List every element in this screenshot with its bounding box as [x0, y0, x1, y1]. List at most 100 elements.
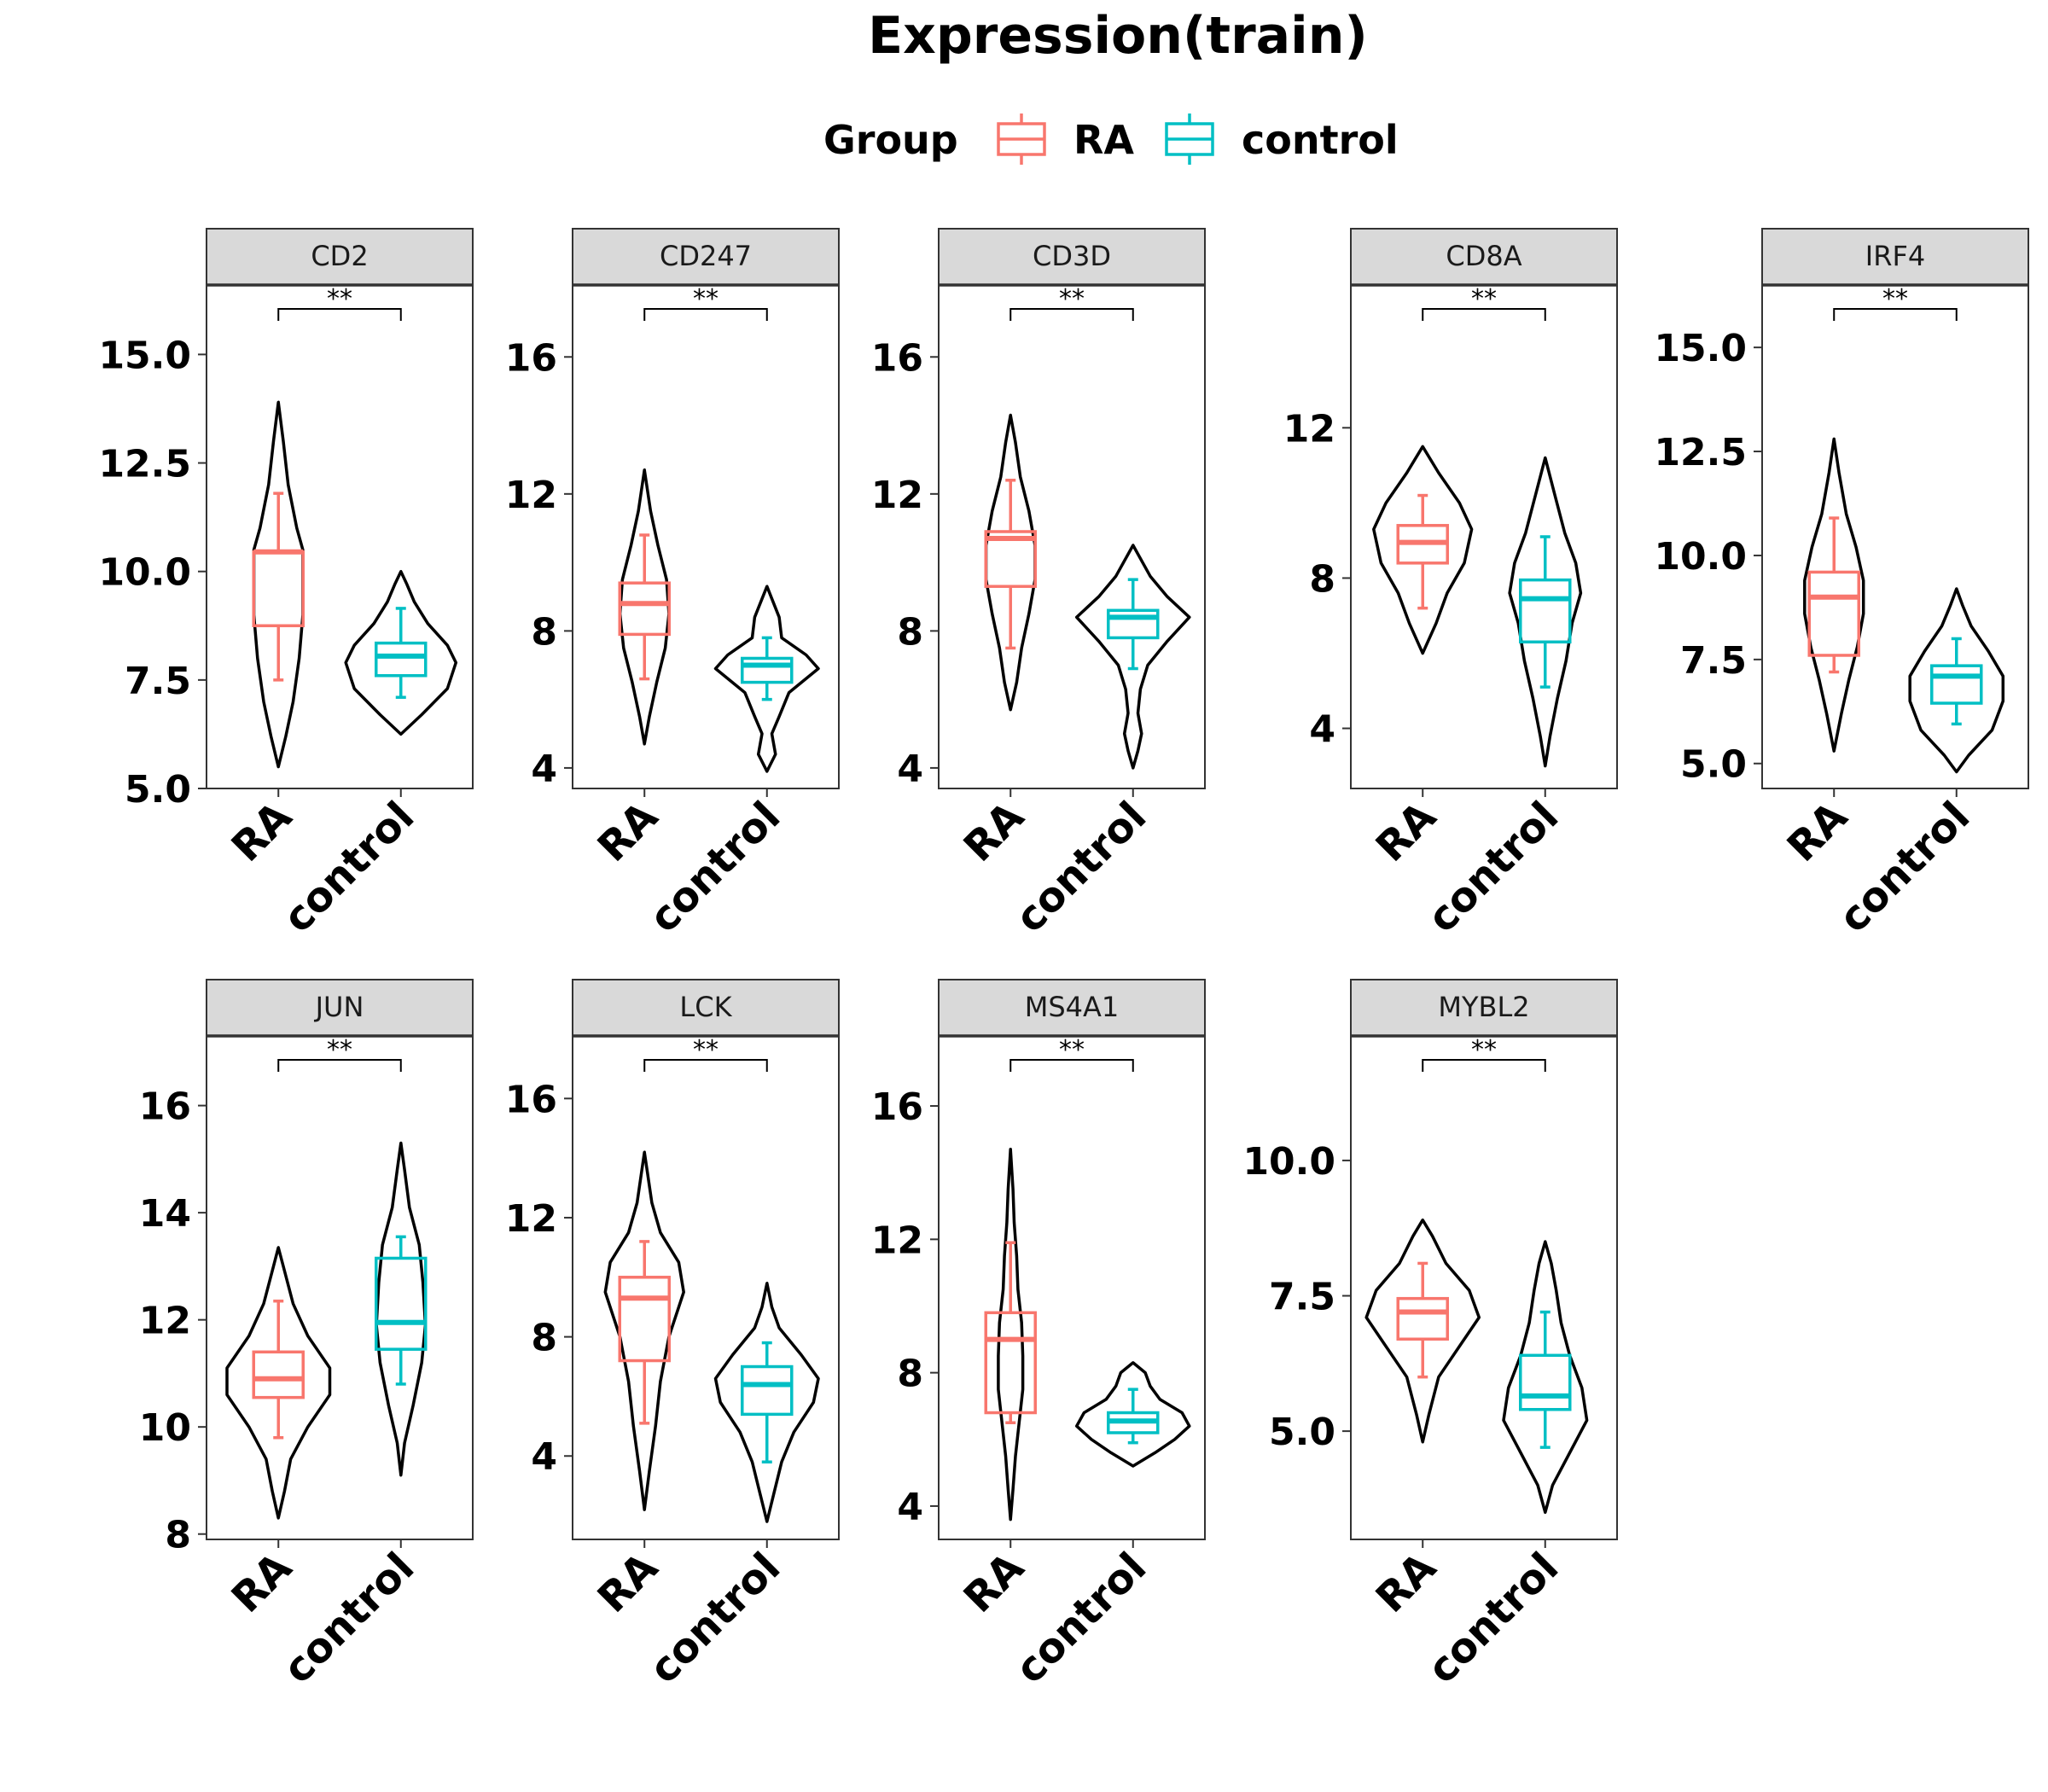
- facet-label-cd3d: CD3D: [1033, 240, 1111, 272]
- significance-label: **: [1059, 284, 1085, 314]
- y-tick-label: 12.5: [98, 443, 191, 486]
- facet-strip: [1350, 979, 1618, 1037]
- significance-bracket: [1422, 1059, 1546, 1072]
- significance-label: **: [327, 1035, 352, 1065]
- y-tick-label: 12: [871, 1219, 923, 1262]
- y-tick-label: 4: [531, 1435, 557, 1479]
- panel-border: [206, 1035, 474, 1540]
- y-tick-label: 7.5: [125, 660, 191, 703]
- violin-ra: [1364, 1218, 1481, 1444]
- y-tick-label: 8: [531, 1317, 557, 1360]
- facet-label-cd8a: CD8A: [1446, 240, 1521, 272]
- significance-bracket: [643, 1059, 768, 1072]
- boxplot-ra: [1807, 516, 1860, 674]
- boxplot-ra: [252, 1299, 305, 1440]
- facet-label-irf4: IRF4: [1865, 240, 1925, 272]
- y-tick-label: 12: [871, 474, 923, 517]
- facet-strip: [1350, 228, 1618, 286]
- y-tick-label: 12: [505, 1197, 557, 1241]
- y-tick-label: 4: [897, 1486, 923, 1529]
- violin-ra: [618, 468, 671, 746]
- y-tick-label: 8: [165, 1514, 191, 1557]
- facet-label-jun: JUN: [314, 991, 364, 1023]
- violin-ra: [252, 400, 305, 769]
- y-tick-label: 15.0: [1654, 327, 1747, 370]
- y-tick-label: 4: [897, 748, 923, 791]
- boxplot-control: [741, 1341, 794, 1463]
- significance-label: **: [1882, 284, 1908, 314]
- violin-ra: [225, 1246, 332, 1520]
- y-tick-label: 10.0: [98, 551, 191, 595]
- significance-bracket: [1422, 308, 1546, 321]
- significance-bracket: [1009, 1059, 1134, 1072]
- significance-bracket: [277, 308, 402, 321]
- legend-title: Group: [823, 117, 958, 163]
- boxplot-control: [1107, 578, 1160, 671]
- box-iqr: [1807, 570, 1860, 657]
- legend-item-ra: RA: [997, 113, 1134, 165]
- facet-strip: [572, 979, 840, 1037]
- panel-border: [1761, 284, 2029, 789]
- significance-label: **: [693, 284, 719, 314]
- legend-label-control: control: [1242, 117, 1399, 163]
- box-iqr: [618, 581, 671, 637]
- y-tick-label: 15.0: [98, 334, 191, 377]
- panel-border: [1350, 1035, 1618, 1540]
- y-tick-label: 10.0: [1242, 1140, 1335, 1184]
- significance-bracket: [1833, 308, 1958, 321]
- violin-control: [1074, 1361, 1191, 1468]
- facet-label-lck: LCK: [679, 991, 732, 1023]
- violin-ra: [603, 1150, 685, 1511]
- y-tick-label: 12: [505, 474, 557, 517]
- boxplot-ra: [1396, 493, 1449, 610]
- violin-control: [1502, 1240, 1589, 1515]
- box-iqr: [984, 530, 1037, 588]
- violin-control: [1074, 544, 1191, 770]
- box-iqr: [984, 1311, 1037, 1415]
- box-iqr: [1930, 664, 1983, 705]
- boxplot-control: [375, 1235, 428, 1386]
- violin-control: [344, 569, 458, 736]
- boxplot-control: [375, 607, 428, 699]
- y-tick-label: 10: [139, 1406, 191, 1450]
- panel-border: [938, 1035, 1206, 1540]
- panel-border: [206, 284, 474, 789]
- boxplot-ra: [1396, 1261, 1449, 1379]
- y-tick-label: 14: [139, 1192, 191, 1236]
- violin-control: [713, 1282, 820, 1523]
- box-iqr: [252, 1350, 305, 1399]
- box-iqr: [1519, 578, 1572, 644]
- violin-control: [713, 585, 820, 773]
- panel-border: [938, 284, 1206, 789]
- significance-label: **: [1471, 1035, 1497, 1065]
- significance-label: **: [1471, 284, 1497, 314]
- box-iqr: [1396, 1296, 1449, 1341]
- boxplot-ra: [618, 533, 671, 681]
- y-tick-label: 7.5: [1269, 1276, 1335, 1319]
- violin-control: [375, 1141, 428, 1477]
- facet-label-ms4a1: MS4A1: [1025, 991, 1120, 1023]
- boxplot-control: [1519, 535, 1572, 689]
- boxplot-ra: [252, 492, 305, 682]
- boxplot-ra: [984, 479, 1037, 650]
- panel-border: [572, 1035, 840, 1540]
- chart-title: Expression(train): [868, 6, 1368, 66]
- facet-strip: [938, 979, 1206, 1037]
- panel-border: [572, 284, 840, 789]
- y-tick-label: 16: [505, 336, 557, 380]
- y-tick-label: 8: [531, 610, 557, 654]
- violin-ra: [1372, 445, 1474, 655]
- facet-strip: [572, 228, 840, 286]
- legend: Group RA control: [823, 113, 1399, 165]
- box-iqr: [741, 656, 794, 684]
- box-iqr: [1107, 608, 1160, 640]
- y-tick-label: 8: [897, 610, 923, 654]
- violin-ra: [997, 1148, 1025, 1521]
- y-tick-label: 12: [1283, 407, 1335, 451]
- violin-control: [1508, 456, 1583, 768]
- y-tick-label: 16: [505, 1078, 557, 1121]
- box-iqr: [375, 1256, 428, 1351]
